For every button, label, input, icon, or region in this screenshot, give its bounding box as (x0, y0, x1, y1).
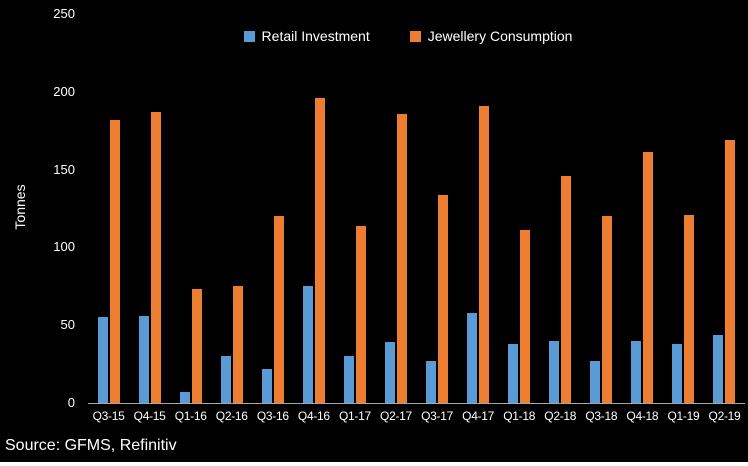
bar-retail-investment (426, 361, 437, 403)
bar-group-q4-17 (458, 14, 499, 403)
bar-retail-investment (713, 334, 724, 403)
y-tick-label: 100 (53, 239, 75, 255)
bar-retail-investment (261, 368, 272, 403)
bar-jewellery-consumption (520, 230, 531, 403)
bar-jewellery-consumption (725, 140, 736, 403)
x-tick-label: Q2-17 (380, 409, 412, 423)
bar-retail-investment (631, 340, 642, 403)
x-tick-label: Q1-18 (503, 409, 536, 423)
bar-retail-investment (549, 340, 560, 403)
legend-label: Jewellery Consumption (427, 28, 573, 44)
y-tick-label: 250 (53, 6, 75, 21)
bar-jewellery-consumption (191, 289, 202, 403)
bar-group-q2-19 (704, 14, 745, 403)
bar-retail-investment (138, 315, 149, 403)
x-tick-label: Q1-17 (338, 409, 371, 423)
bar-jewellery-consumption (232, 286, 243, 403)
source-note: Source: GFMS, Refinitiv (5, 437, 177, 454)
bar-retail-investment (672, 343, 683, 403)
bar-jewellery-consumption (355, 225, 366, 403)
bar-retail-investment (220, 356, 231, 403)
x-tick-label: Q3-16 (256, 409, 289, 423)
x-tick-label: Q2-16 (215, 409, 248, 423)
y-tick-label: 50 (60, 317, 75, 333)
y-tick-label: 150 (53, 161, 75, 177)
x-tick-label: Q4-16 (297, 409, 330, 423)
bar-jewellery-consumption (438, 194, 449, 403)
legend-item-retail-investment: Retail Investment (243, 28, 370, 44)
bar-retail-investment (508, 343, 519, 403)
x-tick-label: Q1-19 (667, 409, 700, 423)
x-tick-label: Q1-16 (174, 409, 207, 423)
y-tick-label: 200 (53, 83, 75, 99)
bar-jewellery-consumption (396, 113, 407, 403)
bar-group-q2-18 (540, 14, 581, 403)
y-axis-ticks: 0 50 100 150 200 250 (0, 6, 75, 410)
bar-retail-investment (384, 342, 395, 403)
bar-group-q2-17 (375, 14, 416, 403)
bar-group-q3-17 (417, 14, 458, 403)
x-tick-label: Q4-15 (133, 409, 166, 423)
bar-group-q4-15 (129, 14, 170, 403)
bar-retail-investment (590, 361, 601, 403)
x-axis-ticks: Q3-15 Q4-15 Q1-16 Q2-16 Q3-16 Q4-16 Q1-17 Q2-17… (88, 409, 745, 423)
legend-item-jewellery-consumption: Jewellery Consumption (409, 28, 573, 44)
bar-retail-investment (302, 286, 313, 403)
bar-jewellery-consumption (602, 216, 613, 403)
legend-label: Retail Investment (261, 28, 370, 44)
x-tick-label: Q2-18 (544, 409, 577, 423)
y-tick-label: 0 (67, 395, 75, 410)
bar-retail-investment (343, 356, 354, 403)
bar-jewellery-consumption (150, 112, 161, 403)
bar-group-q3-15 (88, 14, 129, 403)
x-tick-label: Q4-18 (626, 409, 659, 423)
bar-jewellery-consumption (643, 152, 654, 403)
bar-group-q3-16 (252, 14, 293, 403)
bar-group-q1-17 (334, 14, 375, 403)
bar-retail-investment (467, 312, 478, 403)
bottom-border (0, 462, 748, 466)
x-tick-label: Q4-17 (462, 409, 495, 423)
x-tick-label: Q2-19 (708, 409, 741, 423)
x-tick-label: Q3-18 (585, 409, 618, 423)
bar-group-q4-16 (293, 14, 334, 403)
bar-group-q1-19 (663, 14, 704, 403)
x-tick-label: Q3-15 (92, 409, 125, 423)
x-tick-label: Q3-17 (421, 409, 453, 423)
legend-marker-icon (243, 30, 255, 42)
bar-group-q1-18 (499, 14, 540, 403)
bar-retail-investment (97, 317, 108, 403)
plot-area (88, 14, 745, 404)
bar-group-q4-18 (622, 14, 663, 403)
bar-jewellery-consumption (561, 175, 572, 403)
bar-jewellery-consumption (684, 214, 695, 403)
bar-jewellery-consumption (109, 119, 120, 403)
legend: Retail Investment Jewellery Consumption (34, 28, 748, 44)
bar-group-q1-16 (170, 14, 211, 403)
bar-group-q3-18 (581, 14, 622, 403)
legend-marker-icon (409, 30, 421, 42)
bar-jewellery-consumption (314, 98, 325, 403)
bar-group-q2-16 (211, 14, 252, 403)
bar-retail-investment (179, 392, 190, 403)
bar-jewellery-consumption (479, 105, 490, 403)
bar-jewellery-consumption (273, 216, 284, 403)
